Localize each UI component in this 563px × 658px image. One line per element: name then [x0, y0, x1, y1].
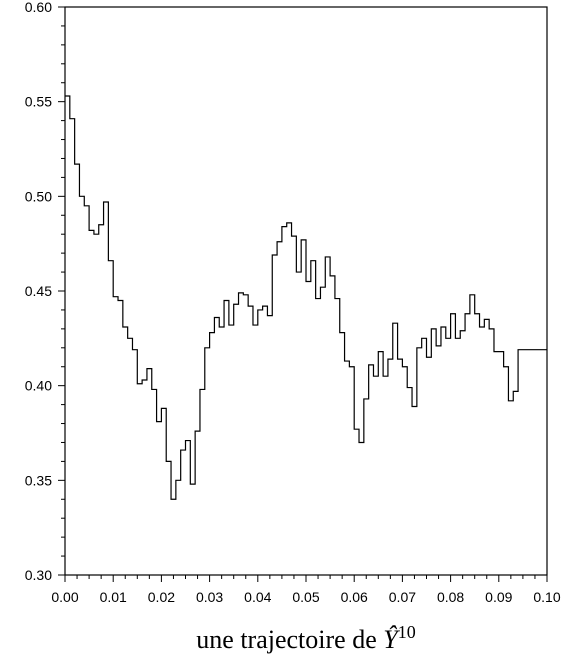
y-tick-label: 0.40: [25, 378, 52, 394]
x-tick-label: 0.10: [533, 589, 560, 605]
x-tick-label: 0.03: [196, 589, 223, 605]
x-axis-title-text: une trajectoire de: [196, 625, 383, 654]
x-tick-label: 0.01: [100, 589, 127, 605]
x-tick-label: 0.05: [292, 589, 319, 605]
x-tick-label: 0.08: [437, 589, 464, 605]
x-tick-label: 0.04: [244, 589, 271, 605]
plot-frame: [64, 6, 548, 576]
y-tick-label: 0.45: [25, 283, 52, 299]
x-tick-label: 0.07: [389, 589, 416, 605]
ticks: [58, 6, 548, 582]
trajectory-series-line: [65, 95, 547, 500]
x-tick-label: 0.00: [51, 589, 78, 605]
y-tick-label: 0.50: [25, 188, 52, 204]
x-axis-title: une trajectoire de Ŷ10: [196, 622, 415, 654]
y-tick-label: 0.60: [25, 0, 52, 15]
axes: [64, 6, 548, 576]
x-axis-title-variable: Ŷ: [383, 625, 400, 654]
series-layer: [65, 95, 547, 500]
tick-labels: 0.00 0.01 0.02 0.03 0.04 0.05 0.06 0.07 0.08 0.09…: [25, 0, 561, 605]
x-tick-label: 0.02: [148, 589, 175, 605]
y-tick-label: 0.35: [25, 472, 52, 488]
x-tick-label: 0.06: [341, 589, 368, 605]
y-tick-label: 0.55: [25, 94, 52, 110]
x-axis-title-superscript: 10: [398, 622, 416, 642]
y-tick-label: 0.30: [25, 567, 52, 583]
x-tick-label: 0.09: [485, 589, 512, 605]
